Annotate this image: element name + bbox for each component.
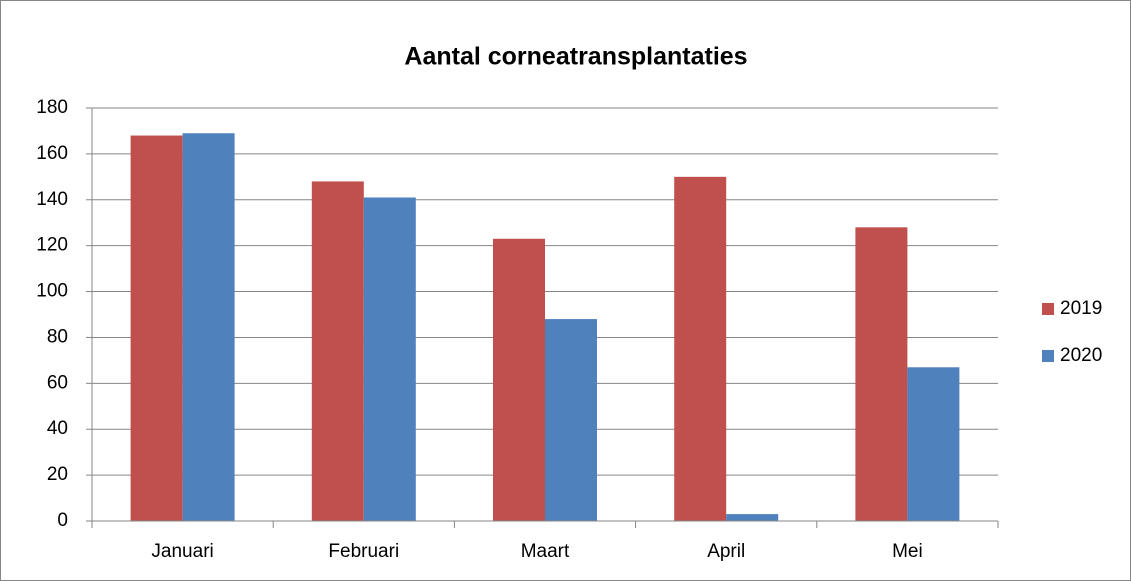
legend-label: 2020 (1060, 345, 1102, 366)
bar (311, 181, 364, 521)
bar (674, 176, 727, 522)
bar (130, 135, 183, 522)
legend-swatch (1042, 303, 1054, 315)
y-tick-label: 40 (47, 418, 68, 439)
x-tick-label: Maart (521, 541, 570, 562)
y-tick-label: 80 (47, 326, 68, 347)
y-tick-label: 60 (47, 372, 68, 393)
y-tick-label: 100 (36, 281, 68, 302)
bar (726, 514, 779, 521)
y-tick-label: 160 (36, 143, 68, 164)
bar (545, 319, 597, 521)
legend-label: 2019 (1060, 298, 1102, 319)
x-tick-label: April (707, 541, 745, 562)
x-tick-label: Januari (151, 541, 213, 562)
bar (182, 133, 235, 521)
y-tick-label: 140 (36, 189, 68, 210)
x-tick-label: Mei (892, 541, 923, 562)
y-tick-label: 20 (47, 464, 68, 485)
bar (855, 227, 908, 522)
bar (493, 238, 545, 522)
x-tick-label: Februari (328, 541, 399, 562)
y-tick-label: 180 (36, 97, 68, 118)
y-tick-label: 120 (36, 235, 68, 256)
chart-title: Aantal corneatransplantaties (404, 43, 747, 71)
bar (907, 367, 960, 521)
y-tick-label: 0 (57, 510, 68, 531)
bar (363, 197, 416, 521)
legend-swatch (1042, 350, 1054, 362)
